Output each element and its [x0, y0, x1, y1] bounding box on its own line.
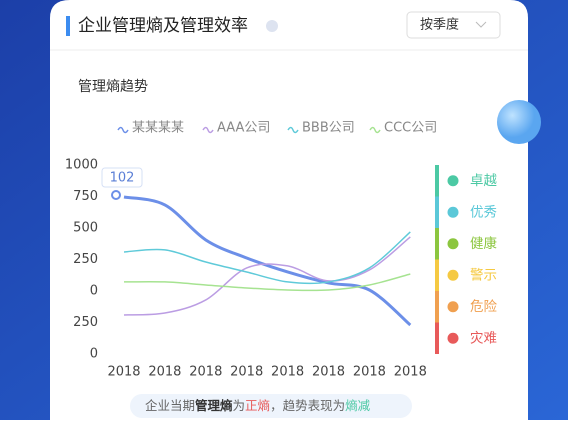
plot: 0 250 0 250 500 750 1000 2018 2018 2018 2018 2018 20…	[65, 121, 498, 380]
level-band	[435, 291, 439, 323]
level-label: 危险	[470, 299, 497, 315]
y-tick-label: 0	[90, 347, 98, 362]
level-band	[435, 228, 439, 260]
footer-part: 管理熵	[195, 398, 233, 413]
footer-part: 熵减	[345, 398, 371, 413]
level-label: 灾难	[470, 329, 497, 346]
legend-icon	[202, 126, 214, 134]
legend-icon	[287, 126, 299, 134]
chart-title: 管理熵趋势	[78, 79, 148, 95]
series-line	[123, 195, 412, 327]
level-icon	[447, 332, 459, 344]
footer-part: 企业当期	[145, 398, 195, 413]
info-icon[interactable]	[266, 20, 278, 32]
y-tick-label: 750	[73, 189, 98, 204]
level-band	[435, 322, 439, 354]
footer-part: ，趋势表现为	[270, 398, 345, 413]
level-icon	[447, 269, 459, 281]
series-line	[123, 236, 411, 316]
y-tick-label: 1000	[65, 158, 98, 173]
decoration	[497, 100, 541, 144]
y-tick-label: 250	[73, 252, 98, 267]
dropdown[interactable]	[406, 11, 501, 39]
footer-note: 企业当期管理熵为正熵，趋势表现为熵减	[145, 398, 371, 413]
x-tick-label: 2018	[271, 365, 304, 380]
level-band	[435, 196, 439, 228]
y-tick-label: 0	[90, 284, 98, 299]
legend-label: BBB公司	[302, 121, 355, 136]
tooltip-box	[101, 167, 143, 188]
legend-label: AAA公司	[217, 121, 270, 136]
card	[50, 0, 528, 420]
legend-icon	[117, 126, 129, 134]
legend-icon	[369, 126, 381, 134]
level-band	[435, 165, 439, 197]
level-label: 警示	[470, 267, 497, 283]
tooltip-label: 102	[110, 171, 135, 186]
footer-part: 为	[233, 398, 246, 413]
y-tick-label: 250	[73, 315, 98, 330]
card-title: 企业管理熵及管理效率	[78, 16, 248, 36]
legend-label: 某某某某	[132, 121, 184, 136]
legend-label: CCC公司	[384, 121, 437, 136]
level-label: 卓越	[470, 173, 497, 189]
level-label: 健康	[470, 235, 497, 252]
series-line	[123, 273, 411, 292]
level-band	[435, 259, 439, 291]
level-icon	[447, 238, 459, 250]
highlight-point	[111, 190, 121, 201]
x-tick-label: 2018	[107, 365, 140, 380]
x-tick-label: 2018	[312, 365, 345, 380]
x-tick-label: 2018	[394, 365, 427, 380]
level-icon	[447, 206, 459, 218]
footer-bg	[130, 394, 412, 418]
title-bar	[66, 16, 70, 36]
x-tick-label: 2018	[230, 365, 263, 380]
footer-part: 正熵	[245, 398, 270, 413]
level-label: 优秀	[470, 204, 497, 220]
dropdown-label: 按季度	[420, 17, 459, 33]
level-icon	[447, 301, 459, 313]
level-icon	[447, 175, 459, 187]
dropdown-arrow	[475, 21, 487, 28]
x-tick-label: 2018	[189, 365, 222, 380]
x-tick-label: 2018	[353, 365, 386, 380]
y-tick-label: 500	[73, 221, 98, 236]
x-tick-label: 2018	[148, 365, 181, 380]
series-line	[123, 231, 411, 285]
